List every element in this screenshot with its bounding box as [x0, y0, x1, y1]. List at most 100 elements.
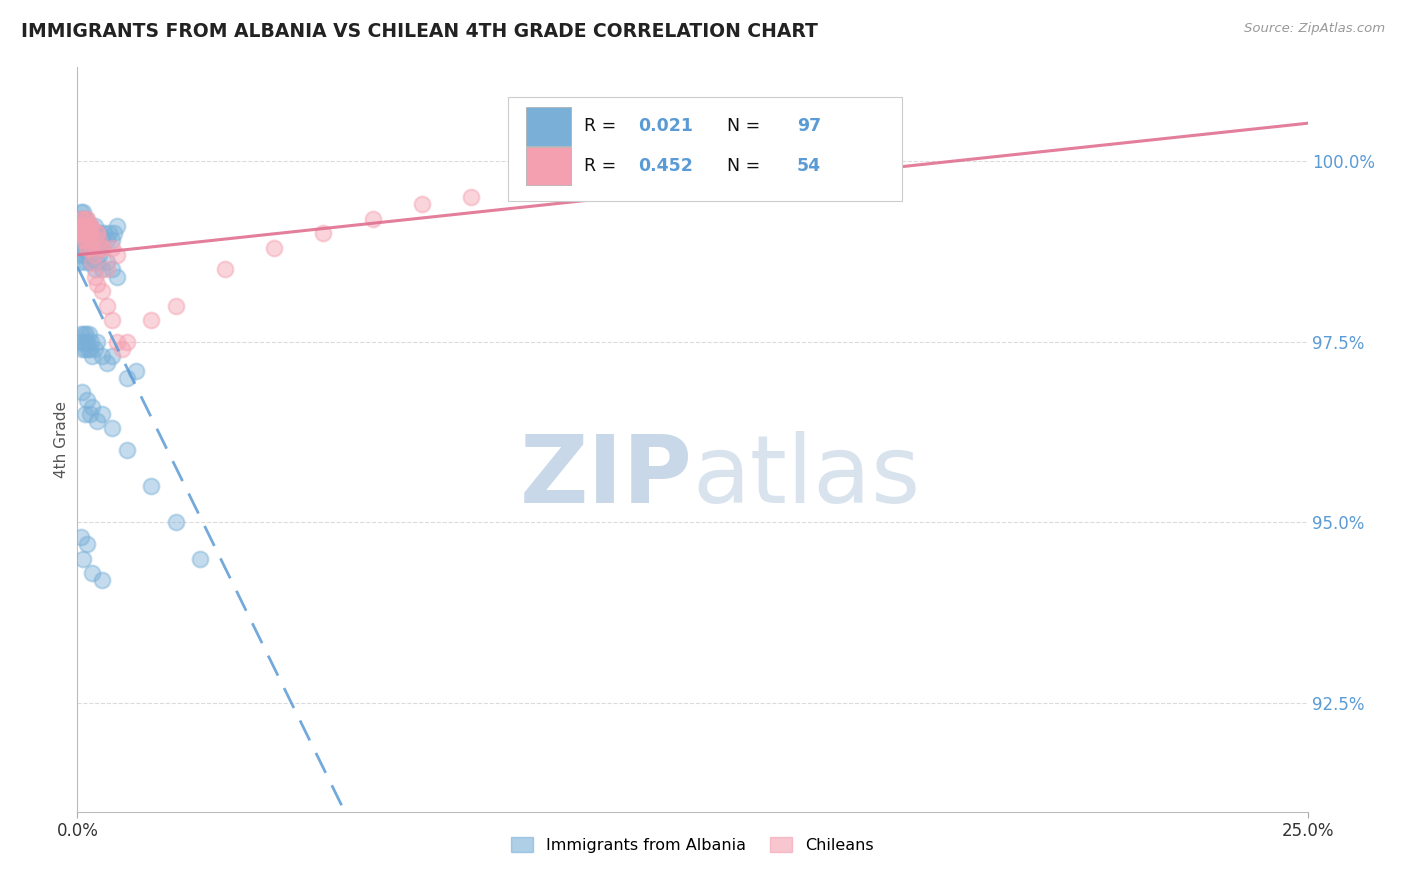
Point — [69, 255, 91, 269]
Point — [70, 385, 93, 400]
Point — [125, 363, 148, 377]
Point — [80, 334, 103, 349]
Point — [70, 211, 93, 226]
Point — [72, 226, 94, 240]
Point — [77, 219, 100, 233]
Point — [79, 248, 101, 262]
Point — [80, 226, 103, 240]
Point — [96, 262, 118, 277]
Point — [73, 327, 96, 342]
Point — [105, 334, 128, 349]
Point — [103, 226, 125, 240]
Point — [141, 313, 163, 327]
Point — [72, 234, 94, 248]
Point — [72, 551, 94, 566]
Point — [76, 219, 98, 233]
Point — [72, 226, 94, 240]
Point — [73, 226, 96, 240]
Point — [96, 255, 118, 269]
Text: Source: ZipAtlas.com: Source: ZipAtlas.com — [1244, 22, 1385, 36]
Point — [460, 190, 482, 204]
Point — [89, 226, 111, 240]
Point — [82, 349, 104, 363]
Point — [70, 211, 93, 226]
Point — [312, 226, 335, 240]
Point — [86, 234, 108, 248]
Point — [83, 342, 105, 356]
FancyBboxPatch shape — [526, 107, 571, 146]
Point — [72, 204, 94, 219]
Text: R =: R = — [585, 118, 621, 136]
Point — [115, 443, 138, 458]
Point — [76, 226, 98, 240]
Point — [77, 226, 100, 240]
Point — [82, 400, 104, 414]
Point — [70, 530, 93, 544]
Point — [82, 226, 104, 240]
Point — [72, 226, 94, 240]
Text: 97: 97 — [797, 118, 821, 136]
Point — [83, 262, 105, 277]
Point — [188, 551, 212, 566]
Point — [70, 241, 93, 255]
Point — [411, 197, 433, 211]
Point — [90, 241, 114, 255]
Point — [90, 241, 114, 255]
Point — [96, 356, 118, 370]
Point — [96, 234, 118, 248]
Point — [79, 219, 101, 233]
Point — [70, 211, 93, 226]
Point — [84, 226, 107, 240]
Y-axis label: 4th Grade: 4th Grade — [53, 401, 69, 478]
Point — [76, 537, 98, 551]
Point — [75, 226, 97, 240]
Point — [82, 234, 104, 248]
Point — [101, 234, 124, 248]
Point — [73, 211, 96, 226]
Point — [76, 219, 98, 233]
Point — [79, 219, 101, 233]
Point — [69, 226, 91, 240]
Point — [82, 255, 104, 269]
Point — [82, 566, 104, 580]
Point — [77, 219, 100, 233]
Point — [73, 248, 96, 262]
Point — [77, 234, 100, 248]
Point — [101, 313, 124, 327]
Point — [84, 219, 107, 233]
Point — [82, 234, 104, 248]
Point — [69, 226, 91, 240]
Point — [72, 334, 94, 349]
Point — [263, 241, 285, 255]
Point — [79, 255, 101, 269]
Point — [115, 371, 138, 385]
Point — [70, 327, 93, 342]
Point — [82, 241, 104, 255]
Point — [83, 269, 105, 284]
Text: 0.021: 0.021 — [638, 118, 693, 136]
Point — [86, 226, 108, 240]
Point — [79, 219, 101, 233]
Point — [69, 334, 91, 349]
Point — [75, 219, 97, 233]
Point — [89, 234, 111, 248]
Point — [77, 327, 100, 342]
Point — [76, 248, 98, 262]
Point — [86, 255, 108, 269]
Point — [70, 342, 93, 356]
Point — [165, 299, 187, 313]
Point — [86, 226, 108, 240]
Point — [73, 219, 96, 233]
Point — [75, 211, 97, 226]
Point — [73, 226, 96, 240]
Point — [75, 327, 97, 342]
Point — [77, 241, 100, 255]
Point — [76, 234, 98, 248]
Point — [69, 248, 91, 262]
Point — [86, 414, 108, 428]
Point — [82, 241, 104, 255]
Point — [141, 479, 163, 493]
Text: N =: N = — [716, 118, 766, 136]
Point — [98, 226, 121, 240]
Text: R =: R = — [585, 157, 621, 175]
